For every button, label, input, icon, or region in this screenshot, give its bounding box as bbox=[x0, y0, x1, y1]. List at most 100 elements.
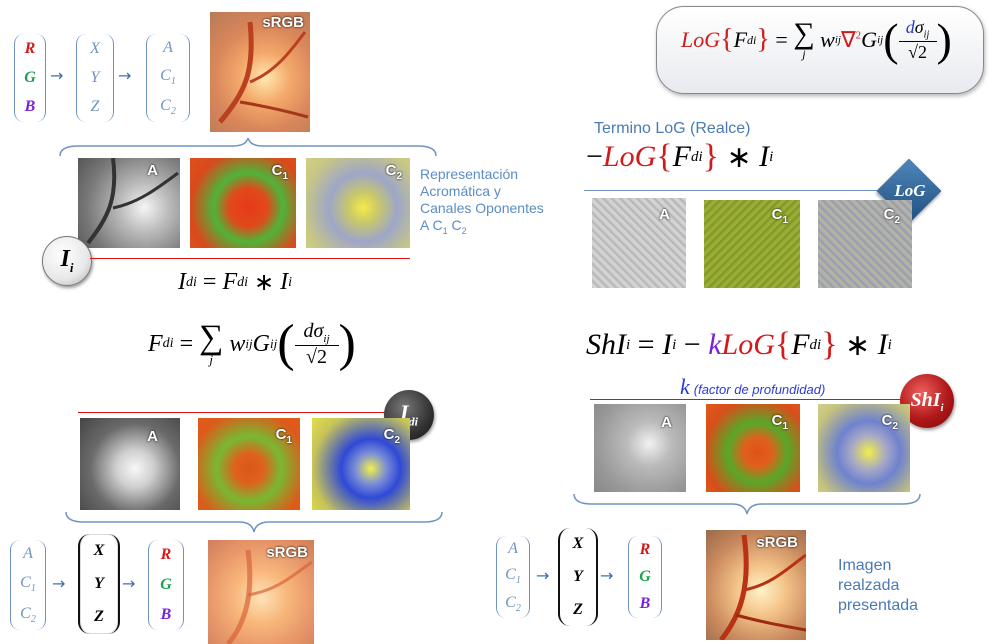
r-label: R bbox=[160, 546, 172, 563]
ac-vector-bottom: A C1 C2 bbox=[10, 540, 46, 630]
k-note: (factor de profundidad) bbox=[693, 382, 826, 397]
enhanced-srgb-image: sRGB bbox=[706, 530, 806, 640]
a-image-label: A bbox=[659, 206, 670, 223]
blurred-c2-image: C2 bbox=[312, 418, 410, 510]
c2-image-label: C2 bbox=[881, 412, 898, 432]
srgb-label: sRGB bbox=[262, 14, 304, 31]
z-label: Z bbox=[94, 608, 104, 626]
arrow-icon: → bbox=[118, 66, 132, 85]
caption-line: A C1 C2 bbox=[420, 217, 467, 236]
brace-top-left bbox=[59, 138, 437, 157]
c1-label: C1 bbox=[20, 573, 36, 594]
k-symbol: k bbox=[680, 374, 690, 399]
red-divider bbox=[78, 412, 398, 413]
brace-bottom-left bbox=[65, 512, 443, 533]
y-label: Y bbox=[90, 68, 100, 86]
ac-vector-right: A C1 C2 bbox=[496, 536, 530, 618]
srgb-fundus-image-top: sRGB bbox=[210, 12, 310, 132]
b-label: B bbox=[24, 98, 36, 116]
g-label: G bbox=[639, 567, 651, 585]
depth-factor-note: k (factor de profundidad) bbox=[680, 374, 825, 400]
c2-label: C2 bbox=[505, 593, 521, 615]
c1-image-label: C1 bbox=[271, 162, 288, 182]
b-label: B bbox=[639, 595, 651, 613]
a-image-label: A bbox=[147, 428, 158, 445]
y-label: Y bbox=[573, 567, 583, 585]
caption-line: realzada bbox=[838, 577, 900, 594]
arrow-icon: → bbox=[52, 574, 66, 593]
c1-label: C1 bbox=[160, 66, 176, 87]
shi-c2-image: C2 bbox=[818, 404, 910, 492]
g-label: G bbox=[160, 576, 172, 593]
c2-image-label: C2 bbox=[383, 426, 400, 446]
log-c1-image: C1 bbox=[704, 200, 800, 288]
c2-image-label: C2 bbox=[883, 206, 900, 226]
shi-c1-image: C1 bbox=[706, 404, 800, 492]
c2-image-label: C2 bbox=[385, 162, 402, 182]
y-label: Y bbox=[94, 574, 104, 592]
xyz-vector: X Y Z bbox=[76, 34, 114, 122]
rgb-vector-right: R G B bbox=[628, 536, 662, 618]
shi-a-image: A bbox=[594, 404, 686, 492]
c1-image-label: C1 bbox=[771, 206, 788, 226]
representation-caption: Representación Acromática y Canales Opon… bbox=[420, 166, 544, 240]
rgb-vector: R G B bbox=[14, 34, 46, 122]
srgb-label: sRGB bbox=[266, 544, 308, 561]
x-label: X bbox=[93, 541, 105, 559]
caption-line: Canales Oponentes bbox=[420, 200, 544, 216]
log-a-image: A bbox=[592, 198, 686, 288]
arrow-icon: → bbox=[122, 574, 136, 593]
a-image-label: A bbox=[661, 414, 672, 431]
xyz-vector-right: X Y Z bbox=[558, 528, 598, 626]
x-label: X bbox=[90, 39, 100, 57]
c2-channel-image: C2 bbox=[306, 158, 410, 248]
log-c2-image: C2 bbox=[818, 200, 912, 288]
a-label: A bbox=[163, 38, 173, 56]
r-label: R bbox=[24, 39, 36, 57]
red-divider bbox=[590, 399, 900, 400]
z-label: Z bbox=[90, 98, 100, 116]
c1-label: C1 bbox=[505, 565, 521, 586]
c1-channel-image: C1 bbox=[190, 158, 296, 248]
blurred-achromatic-image: A bbox=[80, 418, 180, 510]
g-label: G bbox=[24, 68, 36, 86]
shi-badge: ShIi bbox=[900, 374, 954, 428]
z-label: Z bbox=[573, 600, 583, 618]
xyz-vector-bottom: X Y Z bbox=[78, 534, 120, 634]
brace-bottom-right bbox=[573, 494, 921, 515]
r-label: R bbox=[639, 540, 651, 558]
achromatic-image: A bbox=[78, 158, 180, 248]
log-term-title: Termino LoG (Realce) bbox=[594, 120, 751, 137]
b-label: B bbox=[160, 606, 172, 623]
srgb-fundus-image-bottom-left: sRGB bbox=[208, 540, 314, 644]
arrow-icon: → bbox=[50, 66, 64, 85]
arrow-icon: → bbox=[600, 566, 614, 585]
log-badge-label: LoG bbox=[894, 181, 926, 200]
caption-line: Representación bbox=[420, 166, 519, 182]
c2-label: C2 bbox=[20, 604, 36, 625]
x-label: X bbox=[572, 535, 584, 553]
ac-vector: A C1 C2 bbox=[146, 34, 190, 122]
vessel-overlay bbox=[218, 21, 309, 124]
c1-image-label: C1 bbox=[275, 426, 292, 446]
a-label: A bbox=[23, 545, 33, 563]
caption-line: presentada bbox=[838, 597, 919, 614]
red-divider bbox=[90, 258, 410, 259]
caption-line: Acromática y bbox=[420, 183, 501, 199]
srgb-label: sRGB bbox=[756, 534, 798, 551]
i-badge: Ii bbox=[42, 236, 92, 286]
c2-label: C2 bbox=[160, 96, 176, 118]
a-image-label: A bbox=[147, 162, 158, 179]
a-label: A bbox=[508, 539, 518, 557]
blurred-c1-image: C1 bbox=[198, 418, 300, 510]
rgb-vector-bottom: R G B bbox=[148, 540, 184, 630]
blue-divider bbox=[584, 190, 894, 191]
enhanced-image-caption: Imagen realzada presentada bbox=[838, 556, 918, 616]
c1-image-label: C1 bbox=[771, 412, 788, 432]
